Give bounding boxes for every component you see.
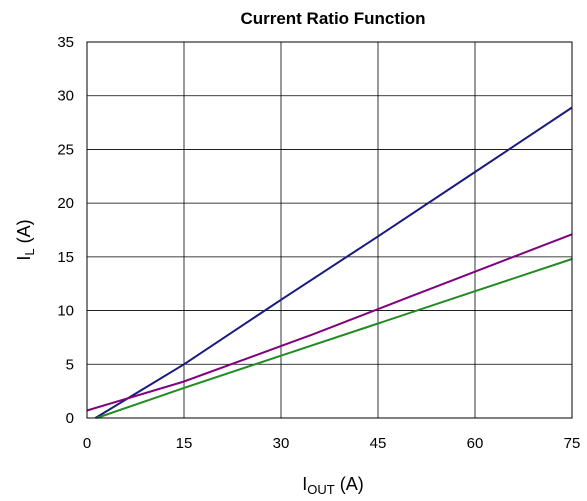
y-tick-label: 15 [57,249,74,266]
x-tick-label: 0 [83,435,91,452]
y-axis-label-sub: L [22,248,37,255]
y-tick-label: 10 [57,303,74,320]
y-tick-label: 25 [57,141,74,158]
x-axis-label: IOUT (A) [302,474,363,497]
ticks: 0 15 30 45 60 75 0 5 10 15 20 25 30 35 [57,34,580,452]
x-axis-label-main: I [302,474,307,494]
x-axis-label-sub: OUT [307,482,335,497]
y-axis-label: IL (A) [14,219,37,260]
series-line-2 [86,233,573,412]
y-tick-label: 0 [66,410,74,427]
y-axis-label-main: I [14,256,34,261]
y-tick-label: 30 [57,88,74,105]
x-tick-label: 60 [467,435,484,452]
y-tick-label: 5 [66,356,74,373]
x-tick-label: 75 [564,435,581,452]
series-layer [86,106,573,419]
plot-frame [86,41,573,419]
y-tick-label: 35 [57,34,74,51]
y-tick-label: 20 [57,195,74,212]
chart-title: Current Ratio Function [240,9,425,28]
x-axis-label-unit: (A) [335,474,364,494]
y-axis-label-unit: (A) [14,219,34,248]
grid [87,42,572,418]
series-line-3 [96,258,573,419]
x-tick-label: 45 [370,435,387,452]
x-tick-label: 15 [176,435,193,452]
series-line-1 [94,106,573,419]
x-tick-label: 30 [273,435,290,452]
